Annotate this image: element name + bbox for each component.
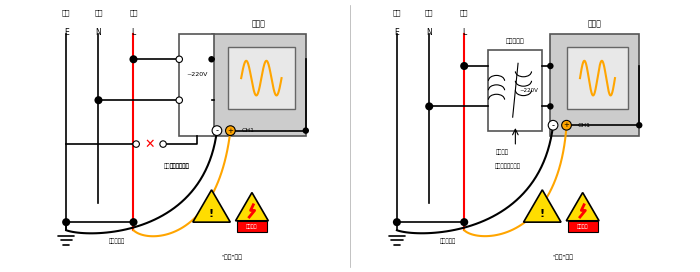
FancyBboxPatch shape — [550, 34, 639, 136]
FancyBboxPatch shape — [566, 47, 629, 109]
Text: "浮地"测量: "浮地"测量 — [552, 255, 573, 260]
Text: 地线: 地线 — [62, 10, 71, 16]
Text: E: E — [395, 28, 399, 37]
Circle shape — [425, 102, 433, 110]
Circle shape — [547, 63, 554, 69]
Text: !: ! — [209, 209, 214, 218]
Text: ~220V: ~220V — [186, 72, 207, 77]
Text: 断开电源地线: 断开电源地线 — [169, 163, 189, 169]
Circle shape — [130, 55, 137, 63]
Text: 当心触电: 当心触电 — [246, 224, 258, 229]
Circle shape — [547, 103, 554, 110]
Text: -: - — [216, 126, 218, 135]
FancyBboxPatch shape — [179, 34, 214, 136]
Circle shape — [130, 218, 137, 226]
Text: N: N — [426, 28, 432, 37]
Text: 隔离变压器: 隔离变压器 — [506, 39, 525, 44]
Text: 市电测试点: 市电测试点 — [440, 238, 456, 244]
Text: 地线: 地线 — [393, 10, 401, 16]
Text: "浮地"测量: "浮地"测量 — [221, 255, 242, 260]
Circle shape — [548, 120, 558, 130]
Circle shape — [460, 62, 468, 70]
Text: 若接反外壳会带电: 若接反外壳会带电 — [494, 163, 520, 169]
Text: ✕: ✕ — [144, 138, 155, 151]
Circle shape — [133, 141, 139, 147]
Text: 火线: 火线 — [460, 10, 468, 16]
Text: 供电隔离: 供电隔离 — [496, 149, 508, 155]
Text: N: N — [96, 28, 101, 37]
Circle shape — [209, 56, 215, 63]
Text: L: L — [132, 28, 136, 37]
Polygon shape — [193, 190, 230, 222]
Text: +: + — [228, 128, 233, 134]
Text: 示波器: 示波器 — [252, 19, 265, 28]
Circle shape — [176, 56, 183, 63]
Text: 若接反外壳会带电: 若接反外壳会带电 — [164, 163, 190, 169]
FancyBboxPatch shape — [568, 221, 598, 231]
FancyBboxPatch shape — [211, 34, 306, 136]
Circle shape — [460, 218, 468, 226]
Text: +: + — [564, 122, 570, 128]
Circle shape — [225, 126, 235, 135]
Circle shape — [561, 120, 571, 130]
FancyBboxPatch shape — [228, 47, 295, 109]
Text: L: L — [462, 28, 466, 37]
Text: CH1: CH1 — [578, 123, 590, 128]
Text: CH1: CH1 — [241, 128, 254, 133]
Circle shape — [212, 126, 222, 135]
FancyBboxPatch shape — [489, 50, 542, 131]
Text: 当心触电: 当心触电 — [577, 224, 589, 229]
Text: 火线: 火线 — [130, 10, 138, 16]
Text: -: - — [552, 121, 554, 130]
Polygon shape — [566, 193, 599, 221]
Circle shape — [176, 97, 183, 103]
FancyBboxPatch shape — [237, 221, 267, 231]
Text: 市电测试点: 市电测试点 — [109, 238, 125, 244]
Circle shape — [62, 218, 70, 226]
Circle shape — [94, 96, 102, 104]
Text: ~220V: ~220V — [519, 88, 538, 93]
Circle shape — [302, 127, 309, 134]
Circle shape — [393, 218, 401, 226]
Text: 零线: 零线 — [425, 10, 433, 16]
Circle shape — [160, 141, 167, 147]
Text: !: ! — [540, 209, 545, 218]
Text: 示波器: 示波器 — [588, 19, 602, 28]
Text: 零线: 零线 — [94, 10, 103, 16]
Polygon shape — [524, 190, 561, 222]
Polygon shape — [235, 193, 268, 221]
Circle shape — [636, 122, 643, 128]
Text: E: E — [64, 28, 69, 37]
